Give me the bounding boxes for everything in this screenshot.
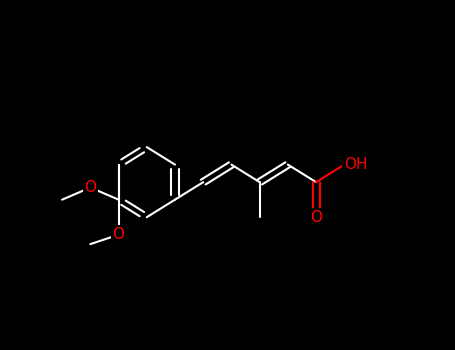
Text: O: O	[112, 227, 125, 242]
Text: O: O	[310, 210, 322, 225]
Text: O: O	[84, 180, 96, 195]
Text: OH: OH	[344, 157, 368, 172]
